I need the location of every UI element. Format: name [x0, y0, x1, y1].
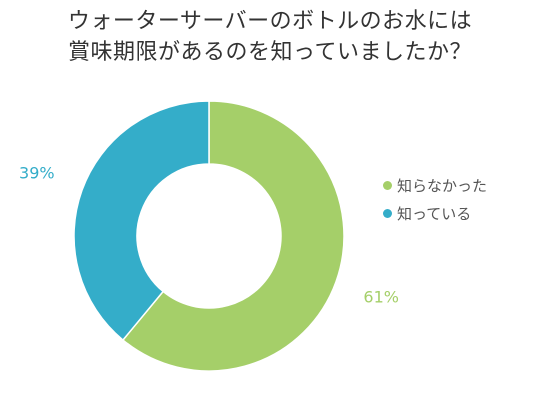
legend-marker-known — [383, 209, 392, 218]
data-label-1: 39% — [19, 164, 55, 183]
legend-label-unknown: 知らなかった — [397, 177, 488, 195]
chart-title: ウォーターサーバーのボトルのお水には 賞味期限があるのを知っていましたか？ — [0, 6, 540, 68]
legend-item-unknown: 知らなかった — [383, 174, 487, 197]
legend-item-known: 知っている — [383, 202, 487, 225]
donut-slice-1 — [73, 100, 210, 342]
chart-title-line-2: 賞味期限があるのを知っていましたか？ — [68, 40, 472, 65]
legend-label-known: 知っている — [397, 205, 472, 223]
donut-slice-0 — [121, 100, 345, 372]
data-label-0: 61% — [363, 287, 399, 306]
chart-title-line-1: ウォーターサーバーのボトルのお水には — [67, 9, 473, 34]
chart-legend: 知らなかった 知っている — [383, 174, 487, 230]
legend-marker-unknown — [383, 181, 392, 190]
